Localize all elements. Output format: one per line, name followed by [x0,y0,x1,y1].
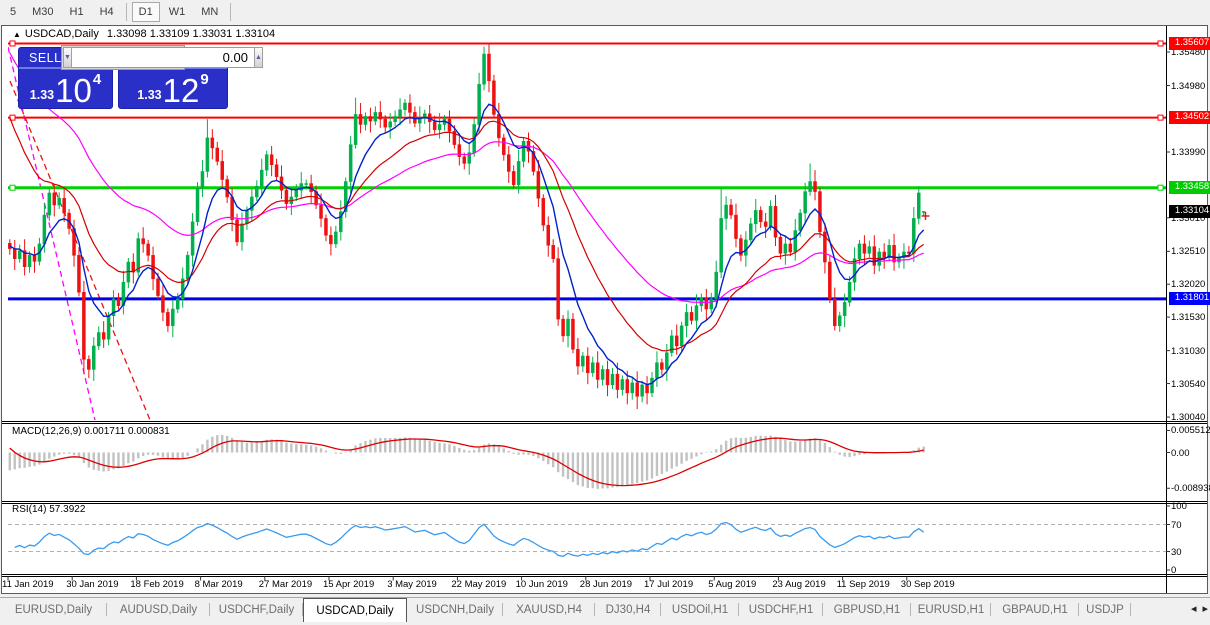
tab-scroll-left-icon[interactable]: ◂ [1190,603,1197,615]
tab-usdcnh-daily[interactable]: USDCNH,Daily [407,598,503,621]
trendline-object[interactable] [8,46,96,421]
points-spinner: ▼ ▲ [61,45,263,70]
tab-xauusd-h4[interactable]: XAUUSD,H4 [503,598,595,621]
buy-pips: 12 [162,72,200,109]
tab-scroll-right-icon[interactable]: ▸ [1202,603,1208,615]
symbol-tab-bar: EURUSD,Daily AUDUSD,Daily USDCHF,Daily USDC… [0,597,1210,625]
tab-gbpusd-h1[interactable]: GBPUSD,H1 [823,598,911,621]
buy-big-figure: 1.33 [137,88,162,102]
hline-handle[interactable] [1157,184,1164,191]
chart-frame [1,25,1208,594]
tab-eurusd-daily[interactable]: EURUSD,Daily [0,598,107,621]
timeframe-toolbar: 5 M30 H1 H4 D1 W1 MN [0,0,1210,24]
timeframe-button-d1[interactable]: D1 [131,2,160,22]
tab-usdoil-h1[interactable]: USDOil,H1 [661,598,739,621]
timeframe-button-m30[interactable]: M30 [32,6,54,18]
toolbar-separator [230,3,232,21]
sell-label: SELL [29,50,62,65]
sell-big-figure: 1.33 [29,88,55,102]
points-decrement-button[interactable]: ▼ [63,47,72,68]
tab-scroll-arrows: ◂ ▸ [1191,602,1208,615]
sell-pips: 10 [55,72,92,109]
tab-usdjp[interactable]: USDJP [1079,598,1131,621]
moving-average-line [9,117,925,352]
points-input[interactable] [71,47,254,68]
hline-handle[interactable] [9,184,16,191]
timeframe-button-h4[interactable]: H4 [99,6,114,18]
hline-handle[interactable] [1157,40,1164,47]
sell-price: 1.33 10 4 [19,69,112,107]
tab-gbpaud-h1[interactable]: GBPAUD,H1 [991,598,1079,621]
tab-dj30-h4[interactable]: DJ30,H4 [595,598,661,621]
tab-audusd-daily[interactable]: AUDUSD,Daily [107,598,210,621]
tab-eurusd-h1[interactable]: EURUSD,H1 [911,598,991,621]
buy-pipette: 9 [200,71,209,88]
toolbar-separator [125,3,127,21]
timeframe-button-w1[interactable]: W1 [168,6,186,18]
sell-pipette: 4 [92,71,102,88]
tab-usdchf-daily[interactable]: USDCHF,Daily [210,598,303,621]
hline-handle[interactable] [1157,114,1164,121]
tab-usdchf-h1[interactable]: USDCHF,H1 [739,598,823,621]
rsi-line [14,521,925,557]
points-increment-button[interactable]: ▲ [253,47,263,68]
moving-average-line [9,103,925,386]
timeframe-button-h1[interactable]: H1 [69,6,84,18]
tab-usdcad-daily[interactable]: USDCAD,Daily [303,598,407,622]
macd-signal-line [9,437,924,487]
candles [8,43,926,410]
one-click-trade-panel: SELL 1.33 10 4 BUY 1.33 12 9 ▼ ▲ [18,45,263,109]
hline-handle[interactable] [9,40,16,47]
buy-price: 1.33 12 9 [119,69,227,107]
timeframe-button-5[interactable]: 5 [10,6,17,18]
moving-average-line [9,52,924,304]
timeframe-button-mn[interactable]: MN [201,6,219,18]
